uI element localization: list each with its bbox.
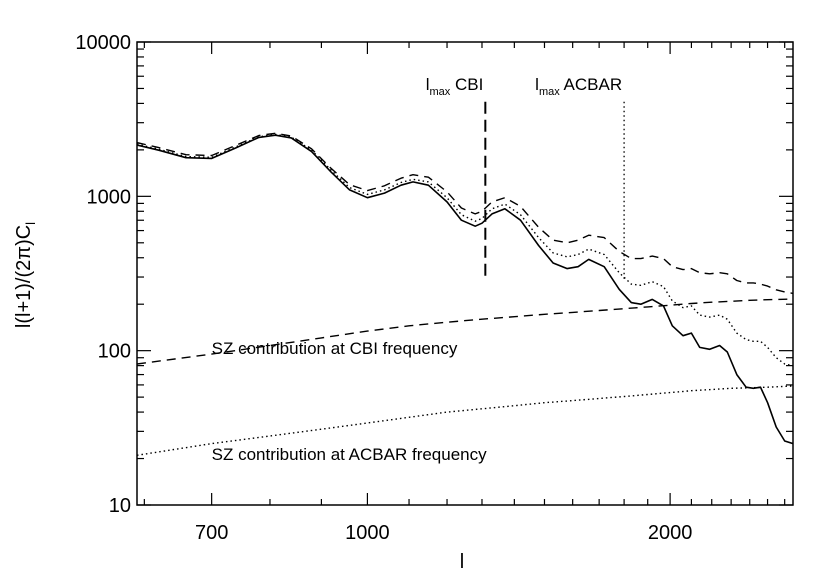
plot-frame (136, 41, 794, 506)
marker-label-main: l (535, 75, 539, 94)
marker-labels: lmax CBI lmax ACBAR (426, 75, 622, 98)
x-tick-label: 700 (195, 522, 228, 544)
marker-lines (484, 101, 625, 282)
marker-label-1: lmax CBI (426, 75, 484, 98)
annotation-labels: SZ contribution at CBI frequency SZ contr… (212, 339, 487, 464)
y-axis-label-subscript: l (23, 222, 38, 225)
y-axis-label-main: l(l+1)/(2π)C (13, 225, 35, 328)
y-tick-label: 10 (109, 495, 131, 517)
y-tick-label: 1000 (87, 186, 132, 208)
annotation-2: SZ contribution at ACBAR frequency (212, 445, 487, 464)
y-tick-label: 10000 (75, 32, 131, 54)
marker-label-rest: CBI (450, 75, 483, 94)
marker-label-sub: max (429, 86, 450, 98)
marker-label-rest: ACBAR (560, 75, 622, 94)
y-tick-labels: 10 100 1000 10000 (75, 32, 131, 517)
annotation-1: SZ contribution at CBI frequency (212, 339, 458, 358)
x-tick-label: 1000 (345, 522, 390, 544)
x-axis-label: l (460, 551, 464, 573)
y-tick-label: 100 (98, 341, 131, 363)
x-tick-label: 2000 (648, 522, 693, 544)
x-tick-labels: 700 1000 2000 (195, 522, 692, 544)
series-line-1 (137, 134, 793, 445)
y-axis-label: l(l+1)/(2π)Cl (13, 222, 38, 328)
marker-label-main: l (426, 75, 430, 94)
series-line-3 (137, 133, 793, 367)
series-line-4 (137, 298, 793, 365)
series-line-2 (137, 132, 793, 295)
marker-label-2: lmax ACBAR (535, 75, 622, 98)
marker-label-sub: max (539, 86, 560, 98)
axis-ticks (137, 41, 793, 506)
plot-lines (137, 132, 793, 456)
